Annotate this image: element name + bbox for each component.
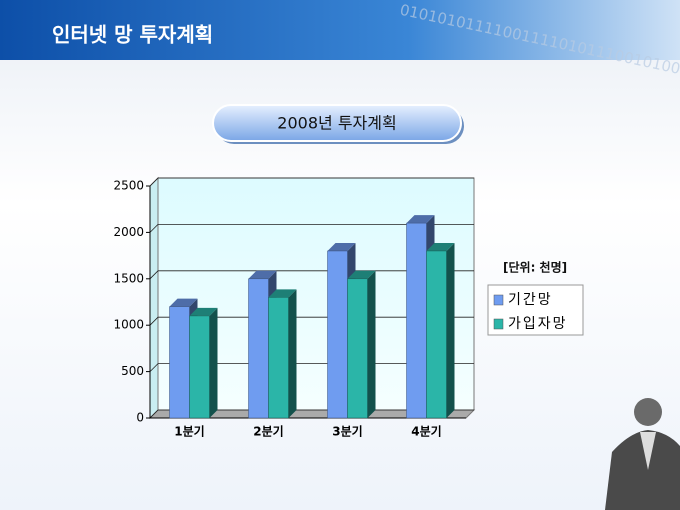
y-tick-label: 500 [121,364,144,378]
legend-swatch [493,318,504,330]
bar [406,222,427,419]
side-wall [149,176,159,420]
bar-top [189,307,218,316]
bar-side [209,307,218,418]
x-tick-label: 2분기 [253,424,283,439]
grid-line [149,223,474,233]
bar [268,297,289,419]
header-title: 인터넷 망 투자계획 [52,23,213,47]
legend-label: 기간망 [508,292,553,308]
x-tick-label: 3분기 [332,424,362,439]
bar [248,278,269,419]
y-tick-label: 1500 [113,271,144,285]
legend-swatch [493,294,504,306]
x-tick-label: 1분기 [174,424,204,439]
bar-top [248,270,277,279]
legend-box [487,284,584,336]
bar-side [446,242,455,418]
person-illustration [605,398,680,510]
bar [327,250,348,419]
bar-side [367,270,376,418]
bar [347,278,368,419]
unit-note: [단위: 천명] [503,260,567,275]
bar-top [169,298,198,307]
bar-top [268,289,297,298]
bar-top [347,270,376,279]
bar-top [406,215,435,224]
x-tick-label: 4분기 [411,424,441,439]
y-tick-label: 0 [136,411,144,425]
title-pill [212,104,462,142]
bar-top [426,242,455,251]
y-tick-label: 2500 [113,179,144,193]
bar-top [327,242,356,251]
y-tick-label: 1000 [113,318,144,332]
bar-side [288,289,297,418]
bar [189,315,210,419]
bar [169,306,190,419]
legend-label: 가입자망 [508,316,568,332]
bar [426,250,447,419]
y-tick-label: 2000 [113,225,144,239]
header-band [0,0,680,60]
grid-line [149,177,474,187]
chart-title: 2008년 투자계획 [277,114,396,133]
